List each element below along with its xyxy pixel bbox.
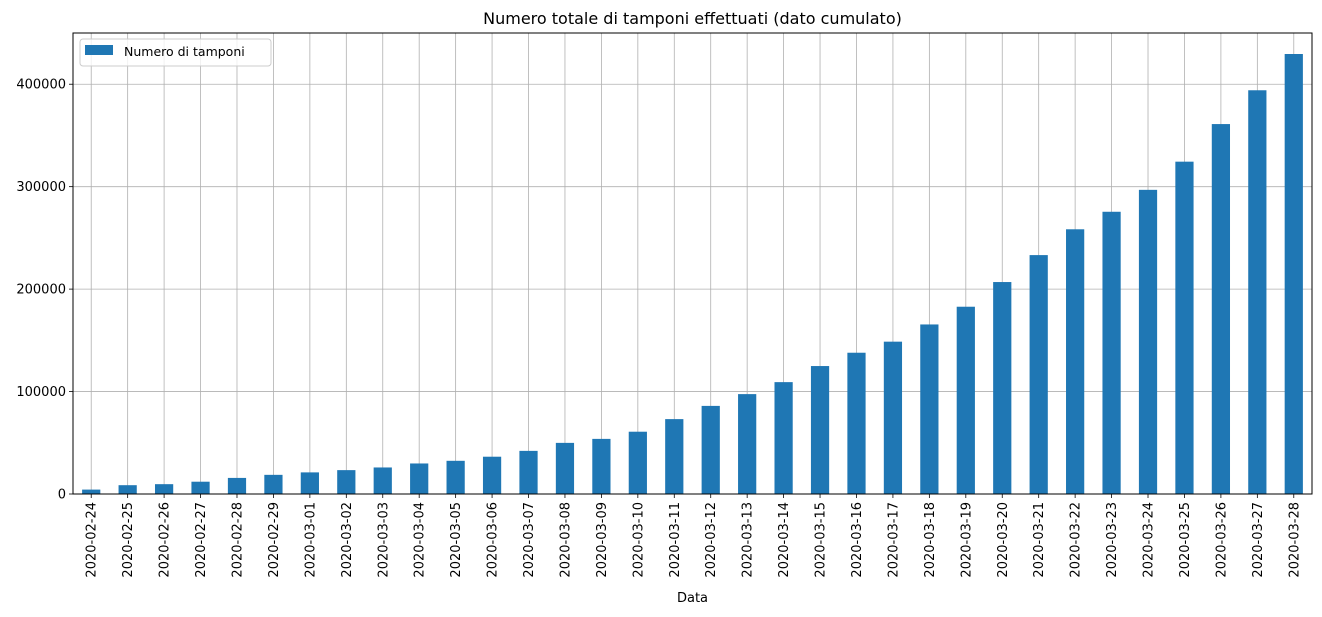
x-tick-label: 2020-02-27 xyxy=(194,502,209,578)
bar xyxy=(774,382,793,494)
bar xyxy=(300,472,319,494)
x-axis: 2020-02-24 2020-02-25 2020-02-26 2020-02-27… xyxy=(85,494,1302,578)
bar xyxy=(154,484,174,494)
x-tick-label: 2020-03-24 xyxy=(1142,502,1157,578)
y-tick-label: 200000 xyxy=(16,283,66,298)
plot-frame xyxy=(72,32,1313,495)
bar xyxy=(1102,211,1121,494)
x-tick-label: 2020-02-24 xyxy=(85,502,100,578)
x-tick-label: 2020-03-06 xyxy=(486,502,501,578)
x-tick-label: 2020-03-11 xyxy=(668,502,683,578)
x-tick-label: 2020-02-26 xyxy=(158,502,173,578)
legend-label: Numero di tamponi xyxy=(124,44,245,59)
x-tick-label: 2020-02-29 xyxy=(267,502,282,578)
bar xyxy=(555,442,575,494)
bar xyxy=(592,438,611,494)
x-tick-label: 2020-03-28 xyxy=(1287,502,1302,578)
bar xyxy=(1138,189,1158,494)
bar xyxy=(1175,161,1194,494)
bar xyxy=(373,467,392,494)
x-tick-label: 2020-03-26 xyxy=(1214,502,1229,578)
bar xyxy=(993,282,1012,494)
y-tick-label: 100000 xyxy=(16,385,66,400)
bar xyxy=(810,366,830,494)
bar xyxy=(1029,255,1048,494)
x-tick-label: 2020-03-22 xyxy=(1069,502,1084,578)
x-axis-label: Data xyxy=(677,591,708,606)
bars xyxy=(82,54,1303,495)
x-tick-label: 2020-03-10 xyxy=(631,502,646,578)
x-tick-label: 2020-03-18 xyxy=(923,502,938,578)
x-tick-label: 2020-03-09 xyxy=(595,502,610,578)
bar xyxy=(191,481,210,494)
bar xyxy=(1066,229,1085,494)
bar xyxy=(956,306,975,494)
bar xyxy=(446,460,465,494)
x-tick-label: 2020-03-04 xyxy=(413,502,428,578)
bar xyxy=(410,463,429,494)
bar xyxy=(665,419,684,494)
bar xyxy=(118,485,137,494)
y-tick-label: 0 xyxy=(58,488,66,503)
bar xyxy=(482,456,502,494)
x-tick-label: 2020-03-20 xyxy=(996,502,1011,578)
x-tick-label: 2020-02-25 xyxy=(121,502,136,578)
x-tick-label: 2020-03-05 xyxy=(449,502,464,578)
bar xyxy=(738,394,757,494)
x-tick-label: 2020-03-03 xyxy=(376,502,391,578)
x-tick-label: 2020-03-25 xyxy=(1178,502,1193,578)
x-tick-label: 2020-03-08 xyxy=(558,502,573,578)
bar xyxy=(920,324,939,494)
bar xyxy=(883,341,903,494)
chart-title: Numero totale di tamponi effettuati (dat… xyxy=(483,9,902,28)
bar xyxy=(1284,54,1303,495)
bar xyxy=(1211,124,1231,494)
x-tick-label: 2020-03-07 xyxy=(522,502,537,578)
x-tick-label: 2020-02-28 xyxy=(230,502,245,578)
bar xyxy=(628,431,647,494)
x-tick-label: 2020-03-02 xyxy=(340,502,355,578)
x-tick-label: 2020-03-15 xyxy=(814,502,829,578)
bar xyxy=(847,352,866,494)
y-axis: 0 100000 200000 300000 400000 xyxy=(16,78,73,503)
legend-box xyxy=(79,38,272,67)
bar xyxy=(337,470,356,494)
x-tick-label: 2020-03-27 xyxy=(1251,502,1266,578)
bar xyxy=(701,405,720,494)
bar xyxy=(227,477,247,494)
x-tick-label: 2020-03-21 xyxy=(1032,502,1047,578)
x-tick-label: 2020-03-12 xyxy=(704,502,719,578)
x-tick-label: 2020-03-13 xyxy=(741,502,756,578)
x-tick-label: 2020-03-17 xyxy=(886,502,901,578)
bar xyxy=(1248,90,1267,494)
bar xyxy=(82,489,101,494)
bar xyxy=(264,474,283,494)
legend-swatch xyxy=(85,45,113,55)
x-tick-label: 2020-03-19 xyxy=(959,502,974,578)
y-tick-label: 300000 xyxy=(16,180,66,195)
legend: Numero di tamponi xyxy=(79,38,272,67)
x-tick-label: 2020-03-16 xyxy=(850,502,865,578)
x-tick-label: 2020-03-23 xyxy=(1105,502,1120,578)
bar xyxy=(519,450,538,494)
x-tick-label: 2020-03-01 xyxy=(303,502,318,578)
x-tick-label: 2020-03-14 xyxy=(777,502,792,578)
y-tick-label: 400000 xyxy=(16,78,66,93)
